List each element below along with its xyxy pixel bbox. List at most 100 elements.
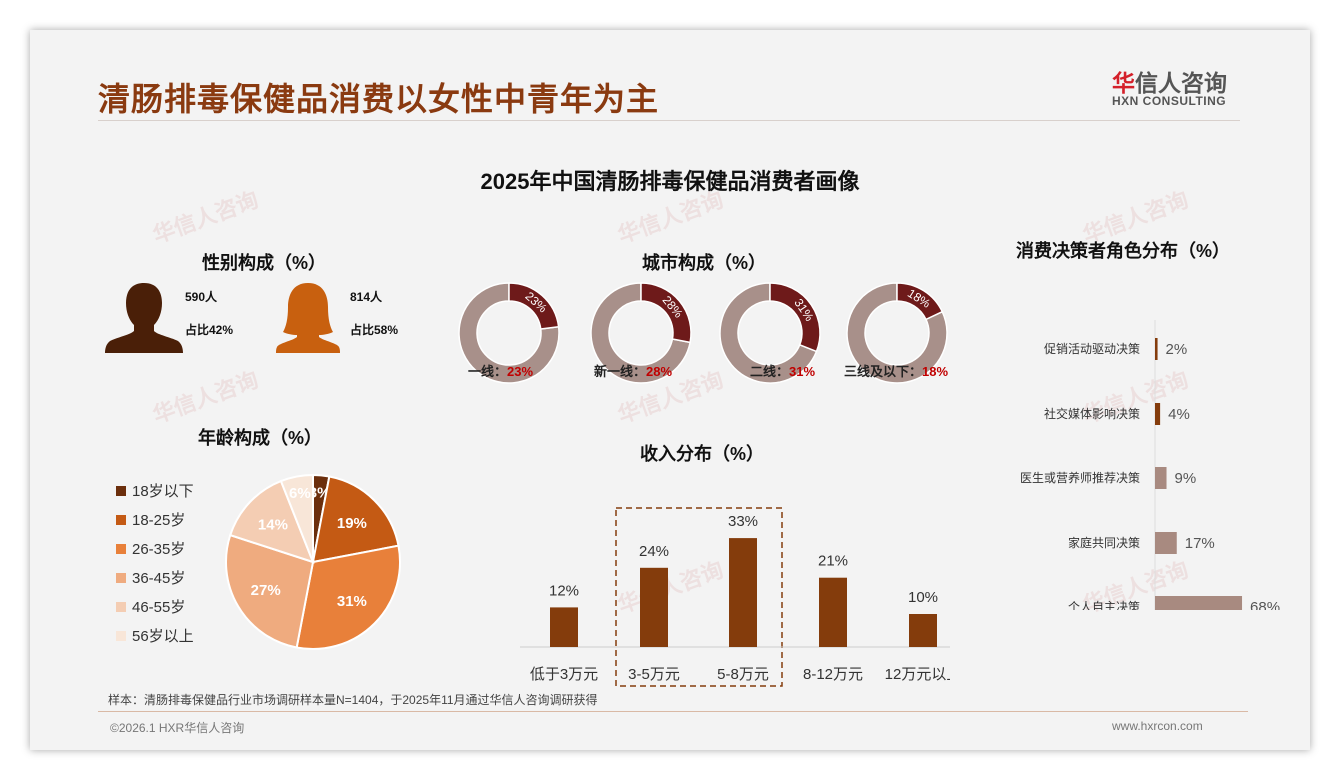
- income-bar: [640, 567, 668, 647]
- logo: 华信人咨询: [1112, 64, 1227, 98]
- pie-slice: [228, 479, 315, 564]
- legend-swatch: [116, 601, 126, 612]
- city-donut-charts: 23% 28% 31% 18%: [458, 282, 948, 384]
- income-bar: [729, 538, 757, 647]
- website-link[interactable]: www.hxrcon.com: [1112, 719, 1203, 733]
- bar-data-label: 68%: [1250, 599, 1280, 610]
- copyright: ©2026.1 HXR华信人咨询: [110, 721, 245, 735]
- female-icon: [276, 283, 340, 353]
- legend-label: 18岁以下: [132, 483, 194, 500]
- decision-bar: [1155, 467, 1167, 489]
- logo-text: 信人咨询: [1135, 70, 1227, 96]
- legend-swatch: [116, 543, 126, 554]
- donut-value-segment: [508, 282, 560, 330]
- decision-bar: [1155, 338, 1158, 360]
- donut-value-segment: [640, 282, 692, 344]
- legend-label: 26-35岁: [132, 541, 186, 558]
- footer-divider: [98, 711, 1248, 712]
- bar-data-label: 33%: [728, 513, 758, 530]
- pie-data-label: 31%: [337, 593, 367, 610]
- female-count: 814人: [350, 290, 383, 304]
- pie-data-label: 14%: [258, 516, 288, 533]
- legend-item: 18-25岁: [116, 505, 194, 534]
- legend-label: 56岁以上: [132, 628, 194, 645]
- bar-data-label: 24%: [639, 543, 669, 560]
- x-tick-label: 低于3万元: [530, 666, 598, 683]
- x-tick-label: 8-12万元: [803, 666, 863, 683]
- male-share: 占比42%: [185, 323, 234, 337]
- age-title: 年龄构成（%）: [198, 428, 323, 448]
- legend-swatch: [116, 630, 126, 641]
- legend-label: 18-25岁: [132, 512, 186, 529]
- slide: 清肠排毒保健品消费以女性中青年为主 华信人咨询 HXN CONSULTING 2…: [30, 30, 1310, 750]
- y-tick-label: 家庭共同决策: [1068, 535, 1140, 550]
- donut-rest-segment: [846, 282, 948, 384]
- x-tick-label: 5-8万元: [717, 666, 769, 683]
- legend-item: 56岁以上: [116, 621, 194, 650]
- legend-swatch: [116, 514, 126, 525]
- legend-item: 46-55岁: [116, 592, 194, 621]
- y-tick-label: 社交媒体影响决策: [1044, 406, 1140, 421]
- pie-slice: [295, 544, 401, 650]
- highlight-box: [615, 507, 783, 687]
- x-tick-label: 3-5万元: [628, 666, 680, 683]
- sample-note: 样本：清肠排毒保健品行业市场调研样本量N=1404，于2025年11月通过华信人…: [108, 693, 598, 707]
- female-share: 占比58%: [350, 323, 399, 337]
- donut-value-segment: [769, 282, 821, 353]
- decision-title: 消费决策者角色分布（%）: [1016, 241, 1231, 261]
- city-label: 三线及以下：18%: [844, 364, 949, 379]
- income-title: 收入分布（%）: [640, 444, 765, 464]
- legend-item: 18岁以下: [116, 476, 194, 505]
- income-bar: [550, 607, 578, 647]
- city-label: 二线：31%: [750, 364, 816, 379]
- pie-slice: [311, 475, 400, 564]
- pie-data-label: 27%: [251, 582, 281, 599]
- x-tick-label: 12万元以上: [885, 666, 950, 683]
- male-count: 590人: [185, 290, 218, 304]
- donut-rest-segment: [458, 282, 560, 384]
- gender-title: 性别构成（%）: [202, 253, 327, 273]
- age-pie-chart: 3%19%31%27%14%6%: [225, 473, 401, 650]
- bar-data-label: 9%: [1175, 470, 1197, 487]
- bar-data-label: 2%: [1166, 341, 1188, 358]
- city-label: 新一线：28%: [594, 364, 673, 379]
- bar-data-label: 4%: [1168, 406, 1190, 423]
- decision-bar-chart: 2% 促销活动驱动决策 4% 社交媒体影响决策 9% 医生或营养师推荐决策 17% 家庭共同决…: [1020, 320, 1280, 610]
- logo-en: HXN CONSULTING: [1112, 94, 1227, 108]
- legend-item: 36-45岁: [116, 563, 194, 592]
- bar-data-label: 12%: [549, 582, 579, 599]
- pie-slice: [225, 533, 315, 649]
- income-bar: [909, 614, 937, 647]
- pie-slice: [279, 473, 314, 563]
- decision-bar: [1155, 403, 1161, 425]
- bar-data-label: 21%: [818, 553, 848, 570]
- pie-data-label: 19%: [337, 515, 367, 532]
- title-divider: [98, 120, 1240, 121]
- city-title: 城市构成（%）: [642, 253, 767, 273]
- chart-main-title: 2025年中国清肠排毒保健品消费者画像: [480, 169, 860, 194]
- decision-bar: [1155, 532, 1177, 554]
- bar-data-label: 17%: [1185, 535, 1215, 552]
- male-icon: [105, 283, 183, 353]
- donut-rest-segment: [590, 282, 691, 384]
- bar-data-label: 10%: [908, 589, 938, 606]
- donut-rest-segment: [719, 282, 818, 384]
- legend-swatch: [116, 572, 126, 583]
- logo-mark: 华: [1112, 70, 1135, 96]
- donut-value-segment: [896, 282, 944, 321]
- decision-bar: [1155, 596, 1243, 610]
- income-bar: [819, 577, 847, 647]
- pie-data-label: 6%: [289, 485, 311, 502]
- age-legend: 18岁以下 18-25岁 26-35岁 36-45岁 46-55岁 56岁以上: [116, 476, 194, 650]
- y-tick-label: 促销活动驱动决策: [1044, 342, 1140, 356]
- y-tick-label: 个人自主决策: [1068, 600, 1140, 610]
- legend-label: 36-45岁: [132, 570, 186, 587]
- legend-swatch: [116, 485, 126, 496]
- page-title: 清肠排毒保健品消费以女性中青年为主: [98, 81, 660, 117]
- watermark: 华信人咨询: [149, 366, 262, 428]
- income-bar-chart: 12% 低于3万元 24% 3-5万元 33% 5-8万元 21% 8-12万元 10% 12万元…: [520, 507, 950, 687]
- y-tick-label: 医生或营养师推荐决策: [1020, 470, 1140, 485]
- legend-item: 26-35岁: [116, 534, 194, 563]
- legend-label: 46-55岁: [132, 599, 186, 616]
- city-label: 一线：23%: [468, 364, 534, 379]
